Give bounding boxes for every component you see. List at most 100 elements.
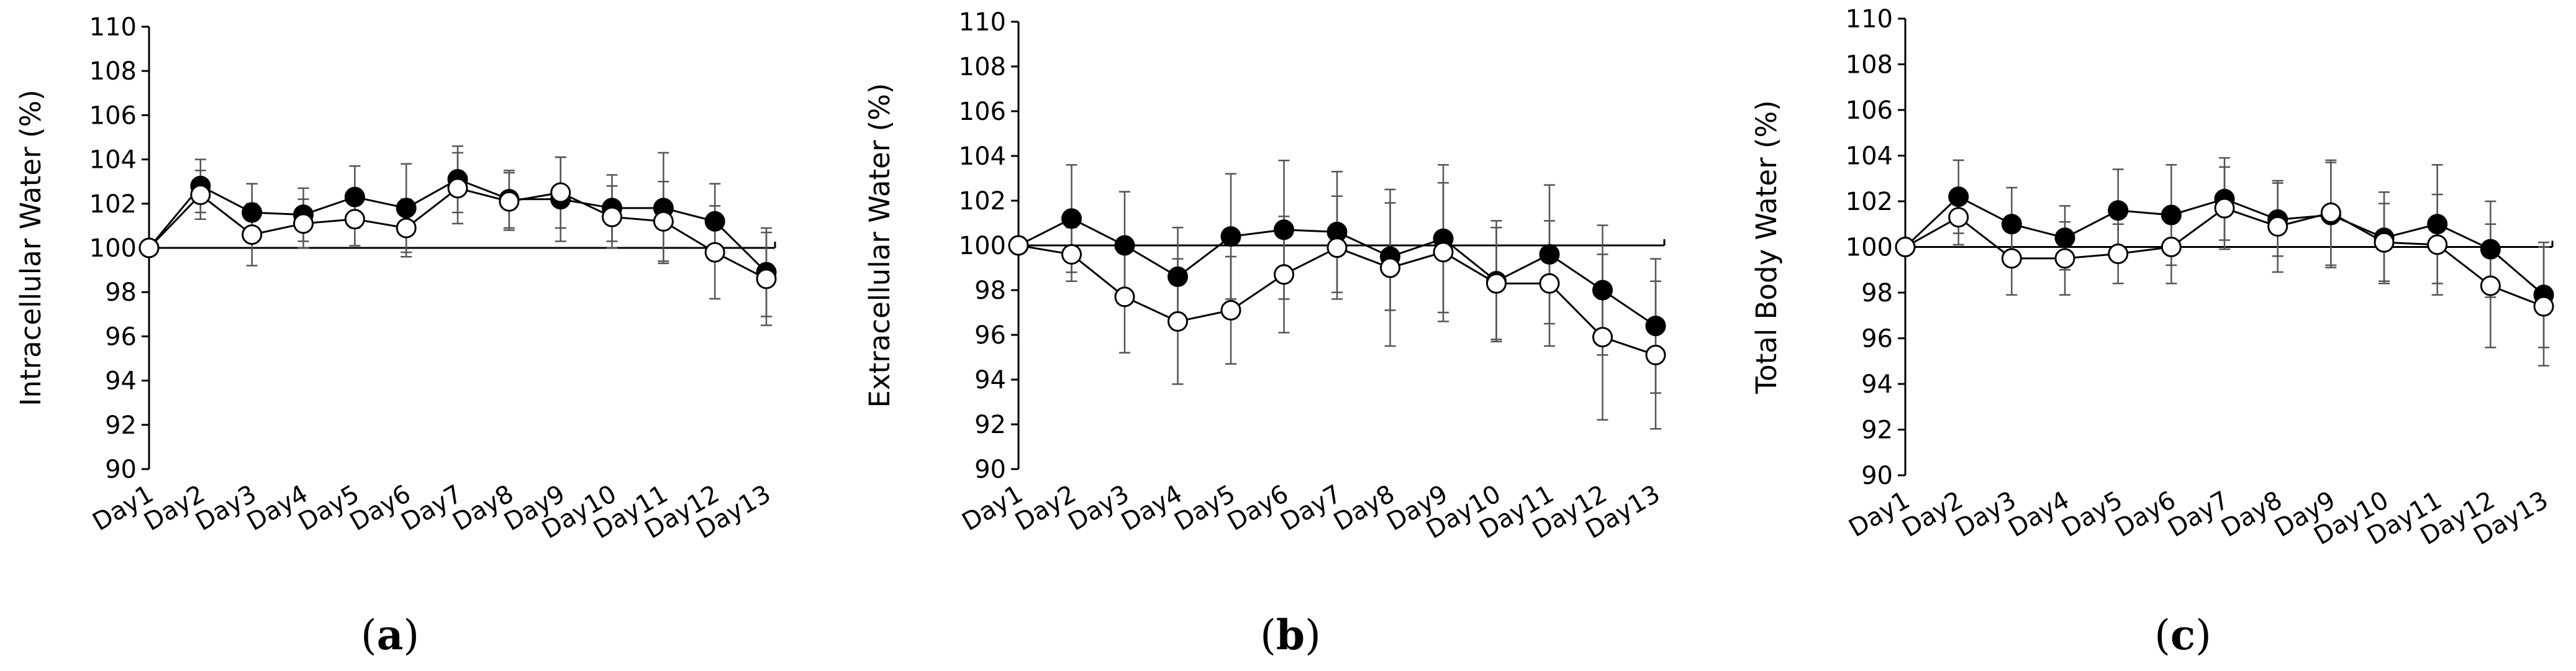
data-point-open — [2214, 198, 2235, 219]
data-point-open — [2480, 275, 2501, 296]
y-tick-label: 102 — [959, 187, 1006, 216]
data-point-filled — [1168, 266, 1188, 287]
data-point-open — [1008, 235, 1029, 256]
y-axis-label: Total Body Water (%) — [1750, 100, 1783, 395]
data-point-open — [1486, 273, 1507, 294]
y-tick-label: 90 — [974, 455, 1006, 484]
data-point-open — [242, 224, 263, 245]
data-point-open — [756, 268, 777, 290]
data-point-filled — [344, 186, 365, 208]
y-tick-label: 110 — [959, 8, 1006, 37]
y-tick-label: 98 — [105, 278, 137, 307]
y-tick-label: 104 — [1846, 142, 1893, 171]
data-point-open — [1168, 311, 1188, 332]
data-point-open — [1539, 273, 1560, 294]
data-point-open — [1645, 344, 1666, 365]
y-tick-label: 94 — [105, 367, 137, 396]
data-point-open — [499, 191, 520, 212]
data-point-open — [2427, 234, 2448, 255]
data-point-open — [2320, 202, 2341, 223]
data-point-open — [550, 182, 571, 203]
y-tick-label: 90 — [1861, 462, 1893, 490]
data-point-filled — [242, 202, 263, 223]
y-tick-label: 94 — [974, 366, 1006, 395]
data-point-filled — [396, 198, 417, 219]
y-tick-label: 108 — [1846, 51, 1893, 80]
data-point-open — [293, 213, 314, 234]
y-tick-label: 96 — [974, 321, 1006, 350]
data-point-open — [2161, 237, 2182, 257]
y-tick-label: 110 — [89, 13, 137, 42]
data-point-open — [704, 242, 725, 263]
data-point-open — [447, 178, 468, 199]
data-point-filled — [2108, 200, 2129, 221]
data-point-open — [1895, 237, 1916, 257]
data-point-open — [2108, 244, 2129, 265]
data-point-open — [2374, 232, 2395, 253]
data-point-filled — [2427, 214, 2448, 235]
panel-label: (a) — [361, 611, 419, 659]
y-tick-label: 92 — [105, 411, 137, 440]
y-axis-label: Intracellular Water (%) — [14, 89, 47, 406]
data-point-filled — [2001, 214, 2022, 235]
data-point-open — [1380, 257, 1400, 278]
data-point-open — [344, 209, 365, 230]
data-point-open — [602, 206, 622, 227]
y-tick-label: 96 — [105, 322, 137, 351]
data-point-filled — [1274, 219, 1294, 240]
y-tick-label: 92 — [974, 411, 1006, 439]
y-tick-label: 102 — [89, 190, 137, 219]
data-point-filled — [1645, 316, 1666, 337]
data-point-open — [653, 211, 674, 232]
data-point-open — [396, 217, 417, 239]
y-tick-label: 108 — [89, 57, 137, 86]
data-point-open — [1592, 327, 1613, 348]
data-point-filled — [1539, 244, 1560, 265]
y-tick-label: 104 — [89, 146, 137, 175]
data-point-filled — [1061, 208, 1082, 229]
chart-panel-b: 90 92 94 96 98 100 102 104 106 108 110 Extracellula… — [863, 8, 1666, 659]
y-tick-label: 100 — [89, 234, 137, 263]
y-tick-label: 100 — [959, 232, 1006, 260]
y-tick-label: 98 — [974, 276, 1006, 305]
y-tick-label: 96 — [1861, 325, 1893, 354]
y-tick-label: 102 — [1846, 188, 1893, 216]
data-point-filled — [2054, 227, 2075, 249]
data-point-filled — [704, 211, 725, 232]
y-axis-label: Extracellular Water (%) — [863, 83, 896, 408]
data-point-open — [2267, 216, 2288, 237]
y-tick-label: 92 — [1861, 416, 1893, 445]
data-point-filled — [1220, 226, 1241, 247]
data-point-filled — [1114, 235, 1135, 256]
data-point-open — [1220, 299, 1241, 321]
data-point-open — [138, 237, 160, 258]
data-point-open — [1274, 264, 1294, 285]
data-point-open — [1061, 244, 1082, 265]
y-tick-label: 94 — [1861, 370, 1893, 399]
panel-label: (c) — [2154, 611, 2211, 659]
data-point-filled — [1948, 186, 1969, 208]
data-point-open — [1114, 286, 1135, 308]
data-point-filled — [1592, 280, 1613, 301]
y-tick-label: 100 — [1846, 234, 1893, 262]
y-tick-label: 104 — [959, 142, 1006, 171]
y-tick-label: 110 — [1846, 5, 1893, 34]
data-point-filled — [2161, 204, 2182, 226]
data-point-open — [1433, 242, 1454, 263]
chart-panel-a: 90 92 94 96 98 100 102 104 106 108 110 Intracellula… — [14, 13, 777, 659]
data-point-open — [1327, 237, 1348, 258]
y-tick-label: 106 — [1846, 96, 1893, 125]
y-tick-label: 98 — [1861, 279, 1893, 308]
data-point-open — [2054, 248, 2075, 269]
data-point-open — [190, 185, 211, 206]
y-tick-label: 106 — [959, 98, 1006, 126]
y-tick-label: 90 — [105, 455, 137, 484]
chart-panel-c: 90 92 94 96 98 100 102 104 106 108 110 Total Body W… — [1750, 5, 2554, 659]
y-tick-label: 106 — [89, 101, 137, 130]
data-point-open — [2001, 248, 2022, 269]
data-point-open — [1948, 207, 1969, 228]
data-point-open — [2533, 296, 2554, 317]
data-point-filled — [2480, 239, 2501, 260]
panel-label: (b) — [1260, 611, 1321, 659]
